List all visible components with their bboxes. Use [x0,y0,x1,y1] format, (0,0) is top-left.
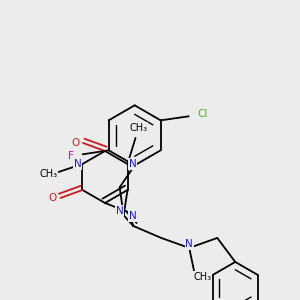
Text: CH₃: CH₃ [39,169,58,179]
Text: N: N [129,211,137,221]
Text: O: O [71,138,79,148]
Text: F: F [68,151,74,161]
Text: N: N [129,159,136,169]
Text: O: O [48,193,57,203]
Text: N: N [74,159,81,169]
Text: CH₃: CH₃ [193,272,211,282]
Text: N: N [185,239,193,249]
Text: CH₃: CH₃ [130,123,148,133]
Text: Cl: Cl [197,109,208,119]
Text: N: N [116,206,124,216]
